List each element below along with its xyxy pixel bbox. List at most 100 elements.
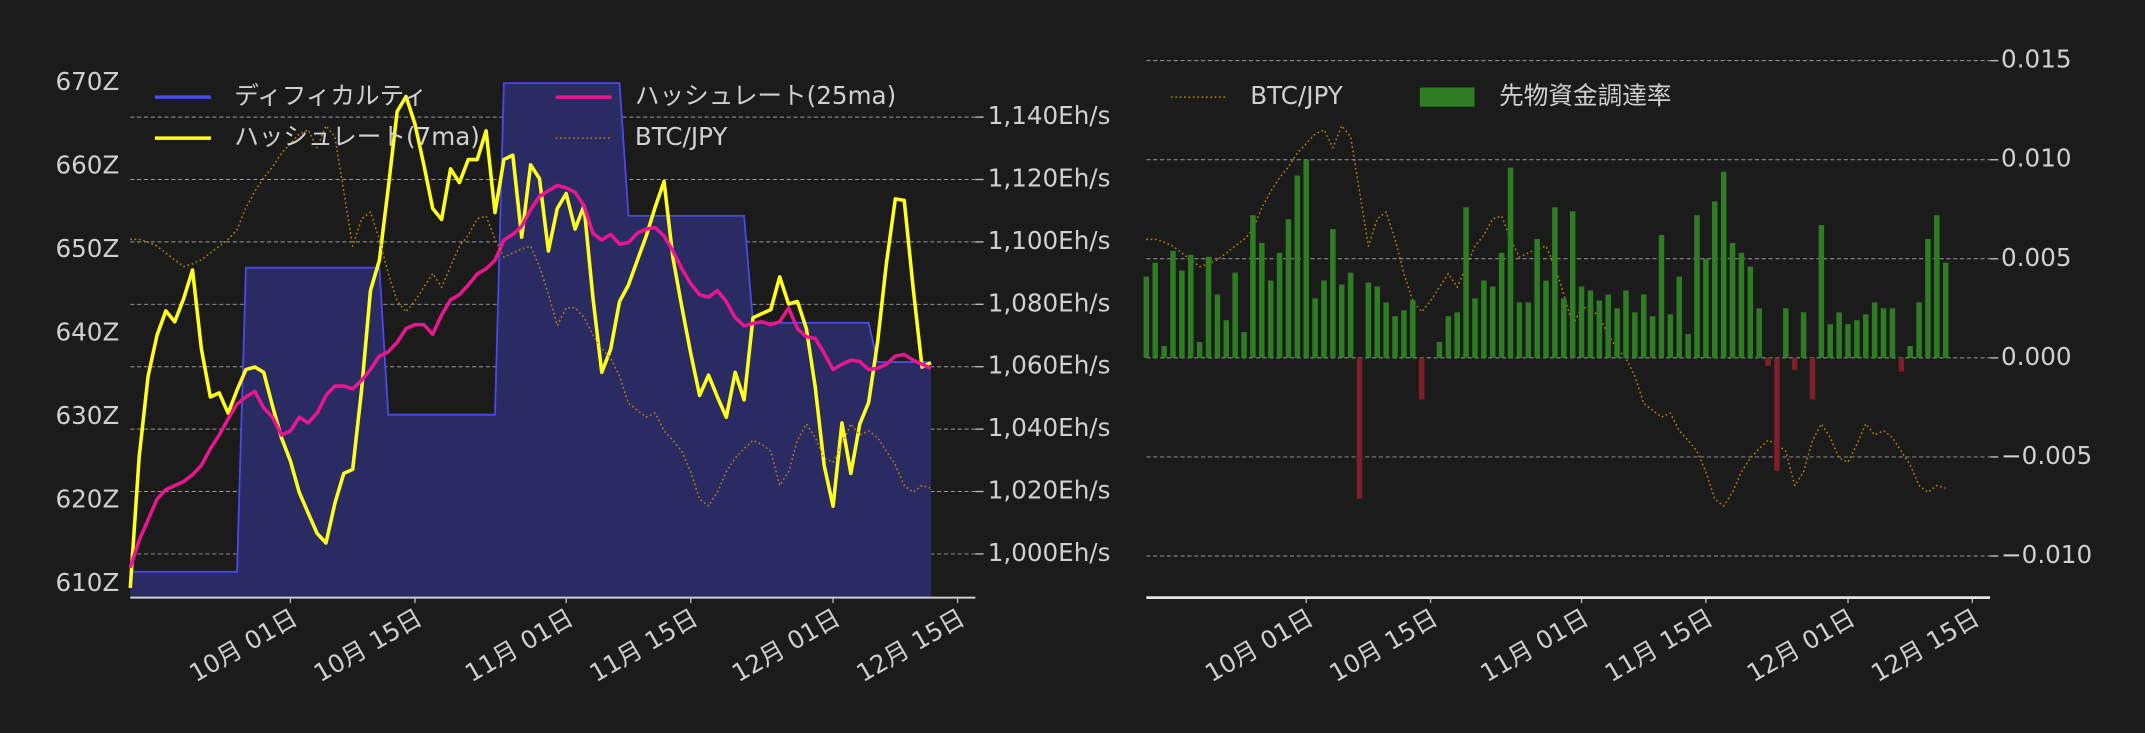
bar — [1267, 280, 1274, 358]
bar — [1392, 316, 1398, 358]
bar — [1463, 207, 1469, 358]
y2-tick-label: 1,100Eh/s — [988, 226, 1111, 255]
bar — [1818, 225, 1825, 358]
bar — [1525, 302, 1532, 358]
area-fill — [130, 83, 931, 598]
bar — [1676, 276, 1683, 358]
bar — [1543, 280, 1549, 358]
bar — [1303, 159, 1309, 358]
y-tick-label: 660Z — [55, 151, 119, 180]
y2-tick-label: 1,080Eh/s — [988, 288, 1111, 317]
bar — [1205, 256, 1212, 358]
bar — [1259, 242, 1265, 358]
bar — [1747, 266, 1754, 358]
bar — [1321, 280, 1327, 358]
legend-label: ハッシュレート(25ma) — [635, 81, 896, 110]
bar — [1774, 357, 1780, 471]
y-tick-label: 0.005 — [2001, 243, 2071, 272]
y2-tick-label: 1,120Eh/s — [988, 164, 1111, 193]
bar — [1605, 294, 1611, 358]
bar — [1800, 312, 1807, 358]
bar — [1232, 272, 1238, 358]
line — [128, 94, 932, 589]
bar — [1223, 320, 1230, 358]
y-tick-label: −0.010 — [2001, 540, 2092, 569]
bar — [1649, 316, 1656, 358]
y2-tick-label: 1,020Eh/s — [988, 476, 1111, 505]
bar — [1418, 357, 1425, 400]
bar — [1845, 324, 1851, 358]
bar — [1756, 308, 1762, 358]
bar — [1578, 286, 1585, 358]
y-tick-label: 0.010 — [2001, 144, 2071, 173]
bar — [1934, 215, 1940, 358]
y-tick-label: 640Z — [55, 318, 119, 347]
bar — [1196, 342, 1203, 358]
bar — [1614, 308, 1620, 358]
bar — [1871, 302, 1878, 358]
bar — [1241, 332, 1247, 358]
bar — [1276, 252, 1283, 358]
bar — [1765, 357, 1771, 366]
bar — [1383, 302, 1389, 358]
bar — [1658, 235, 1665, 358]
y-tick-label: 630Z — [55, 401, 119, 430]
bar — [1507, 167, 1514, 358]
bar — [1188, 254, 1194, 358]
bar — [1827, 324, 1833, 358]
bar — [1720, 171, 1727, 358]
bar — [1338, 284, 1345, 358]
bar — [1330, 229, 1336, 358]
bar — [1170, 250, 1176, 358]
y2-tick-label: 1,060Eh/s — [988, 351, 1111, 380]
bar — [1445, 316, 1452, 358]
bar — [1729, 242, 1736, 358]
legend-label: ハッシュレート(7ma) — [234, 122, 480, 151]
bar — [1152, 262, 1158, 358]
y-tick-label: 650Z — [55, 234, 119, 263]
bar — [1374, 286, 1381, 358]
y-tick-label: 610Z — [55, 568, 119, 597]
bar — [1214, 294, 1221, 358]
bar — [1472, 298, 1478, 358]
bar — [1250, 215, 1256, 358]
bar — [1703, 258, 1709, 358]
bar — [1312, 298, 1318, 358]
bar — [1454, 312, 1460, 358]
bar — [1880, 308, 1887, 358]
bar — [1143, 276, 1150, 358]
bar — [1907, 345, 1913, 358]
y2-tick-label: 1,140Eh/s — [988, 101, 1111, 130]
area-line — [130, 82, 931, 573]
bar — [1356, 357, 1363, 499]
y2-tick-label: 1,000Eh/s — [988, 538, 1111, 567]
y-tick-label: 0.015 — [2001, 45, 2071, 74]
y-tick-label: 0.000 — [2001, 342, 2071, 371]
bar — [1516, 302, 1523, 358]
bar — [1694, 215, 1700, 358]
y-tick-label: −0.005 — [2001, 441, 2092, 470]
bar — [1854, 320, 1860, 358]
bar — [1401, 310, 1407, 358]
bar — [1410, 300, 1416, 358]
bar — [1791, 357, 1798, 370]
legend-label: ディフィカルティ — [234, 81, 427, 110]
bar — [1667, 314, 1674, 358]
bar — [1712, 201, 1718, 358]
bar — [1738, 252, 1745, 358]
y-tick-label: 620Z — [55, 485, 119, 514]
bar — [1179, 270, 1185, 358]
y2-tick-label: 1,040Eh/s — [988, 413, 1111, 442]
legend-label: BTC/JPY — [1250, 81, 1344, 110]
bar — [1569, 211, 1576, 358]
bar — [1365, 282, 1372, 358]
bar — [1347, 272, 1354, 358]
bar — [1623, 290, 1629, 358]
bar — [1489, 286, 1496, 358]
bar — [1889, 308, 1896, 358]
bar — [1294, 175, 1301, 358]
bar — [1632, 312, 1638, 358]
bar — [1436, 342, 1443, 358]
bar — [1587, 290, 1594, 358]
